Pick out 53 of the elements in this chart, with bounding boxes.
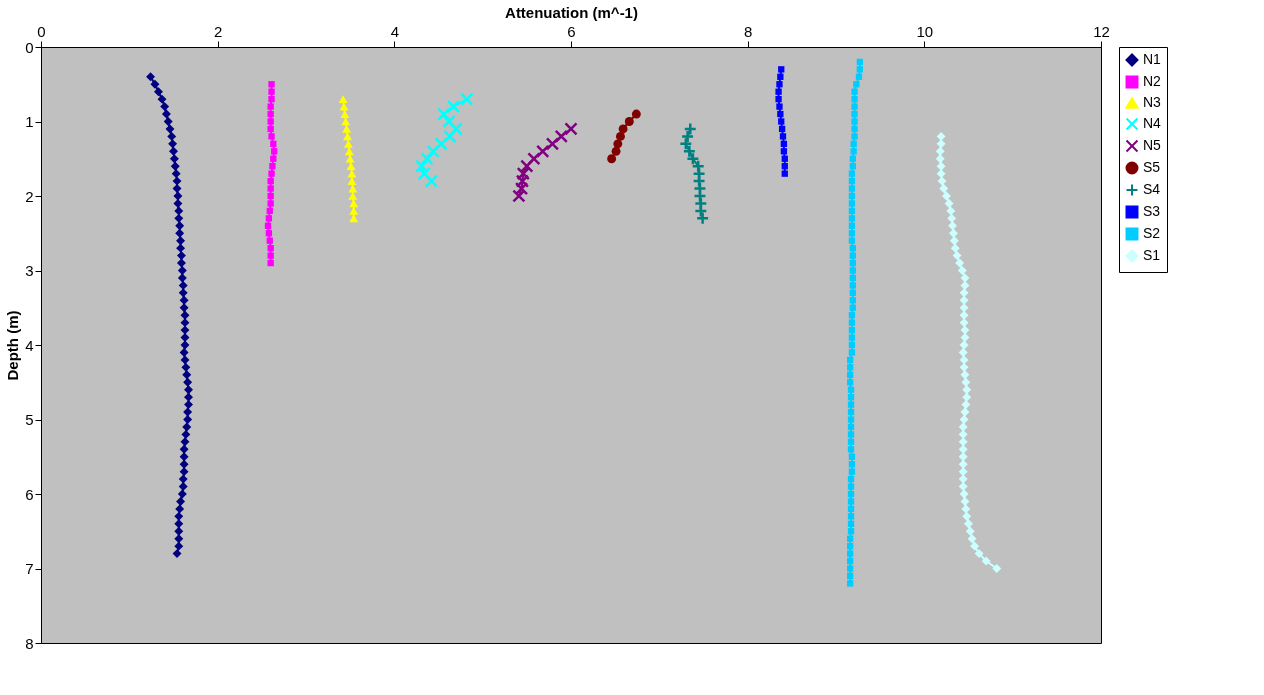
point (520, 159, 534, 173)
point (512, 189, 526, 203)
legend-label: S1 (1143, 247, 1161, 263)
point (443, 129, 457, 144)
point (268, 81, 275, 88)
legend-label: S3 (1143, 203, 1161, 219)
x-tick-label: 6 (567, 22, 576, 40)
point (516, 166, 531, 181)
point (434, 137, 448, 151)
point (437, 107, 451, 121)
legend-label: N5 (1143, 137, 1162, 153)
point (536, 144, 550, 159)
y-tick-label: 8 (25, 634, 34, 652)
legend-label: S4 (1143, 181, 1161, 197)
point (514, 181, 529, 196)
point (527, 152, 541, 166)
point (460, 92, 474, 106)
x-axis-title: Attenuation (m^-1) (505, 3, 638, 21)
point (420, 152, 434, 166)
y-tick-label: 6 (25, 485, 34, 503)
point (417, 166, 432, 181)
x-tick-label: 0 (37, 22, 46, 40)
y-tick-label: 0 (25, 38, 34, 56)
point (515, 174, 530, 188)
point (424, 174, 439, 188)
y-tick-label: 5 (25, 411, 34, 428)
y-tick-label: 1 (25, 113, 34, 130)
point (449, 122, 463, 136)
point (426, 144, 440, 159)
x-tick-label: 4 (390, 22, 400, 40)
point (414, 159, 429, 173)
legend-label: N3 (1143, 94, 1162, 110)
x-tick-label: 2 (213, 22, 223, 40)
point (446, 99, 461, 114)
x-tick-label: 8 (743, 22, 753, 40)
point (442, 114, 456, 129)
x-tick-label: 12 (1093, 22, 1110, 40)
legend-label: N4 (1143, 115, 1162, 131)
point (680, 129, 695, 144)
legend-label: S2 (1143, 225, 1161, 241)
y-tick-label: 3 (25, 262, 34, 279)
x-tick-label: 10 (916, 22, 934, 40)
y-tick-label: 4 (25, 336, 34, 354)
y-tick-label: 2 (25, 187, 34, 205)
point (683, 122, 697, 136)
legend-label: N1 (1143, 51, 1162, 67)
y-tick-label: 7 (25, 560, 34, 577)
y-axis-title: Depth (m) (4, 310, 22, 381)
point (545, 137, 560, 151)
point (554, 129, 569, 144)
legend-label: N2 (1143, 73, 1162, 89)
point (564, 122, 578, 136)
legend-label: S5 (1143, 159, 1161, 175)
